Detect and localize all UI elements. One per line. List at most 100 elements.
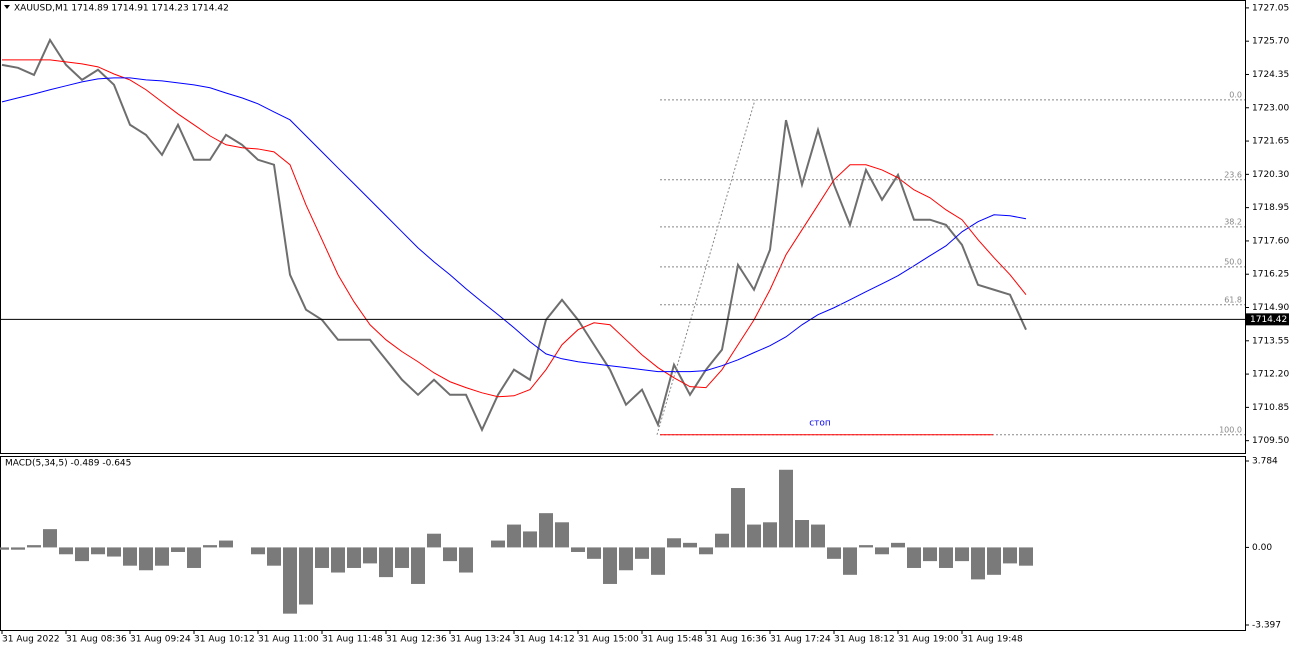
x-tick-label: 31 Aug 12:36	[386, 635, 447, 645]
x-tick-label: 31 Aug 09:24	[130, 635, 191, 645]
x-tick-label: 31 Aug 15:48	[642, 635, 703, 645]
macd-bar	[651, 547, 665, 575]
macd-bar	[731, 488, 745, 548]
x-tick-label: 31 Aug 19:00	[898, 635, 959, 645]
y-tick-label: 0.00	[1252, 543, 1272, 553]
macd-bar	[43, 529, 57, 548]
macd-bar	[171, 547, 185, 552]
series-line	[1, 77, 1027, 373]
macd-bar	[619, 547, 633, 571]
macd-bar	[459, 547, 473, 573]
macd-bar	[123, 547, 137, 566]
macd-bar	[59, 547, 73, 555]
fib-label: 38.2	[1224, 217, 1242, 226]
macd-bar	[699, 547, 713, 555]
macd-bar	[347, 547, 361, 568]
macd-bar	[971, 547, 985, 580]
macd-bar	[907, 547, 921, 568]
macd-bar	[939, 547, 953, 568]
fib-label: 100.0	[1219, 425, 1242, 434]
y-tick-label: 1714.90	[1252, 303, 1289, 313]
macd-bar	[283, 547, 297, 614]
x-tick-label: 31 Aug 19:48	[962, 635, 1023, 645]
y-tick-label: 1721.65	[1252, 137, 1289, 147]
macd-bar	[75, 547, 89, 562]
x-tick-label: 31 Aug 11:00	[258, 635, 319, 645]
macd-bar	[635, 547, 649, 559]
macd-bar	[859, 545, 873, 548]
macd-bar	[955, 547, 969, 562]
fib-label: 0.0	[1229, 90, 1242, 99]
menu-triangle	[4, 5, 10, 9]
macd-bar	[747, 524, 761, 548]
y-tick-label: 1723.00	[1252, 103, 1289, 113]
x-tick-label: 31 Aug 10:12	[194, 635, 255, 645]
macd-bar	[875, 547, 889, 555]
macd-bar	[443, 547, 457, 562]
x-tick-label: 31 Aug 08:36	[66, 635, 127, 645]
macd-bar	[315, 547, 329, 568]
macd-bar	[571, 547, 585, 552]
macd-bar	[251, 547, 265, 555]
macd-bar	[795, 520, 809, 548]
macd-bar	[331, 547, 345, 573]
y-tick-label: 3.784	[1252, 456, 1278, 466]
last-price-box	[1246, 313, 1289, 326]
macd-bar	[491, 540, 505, 548]
macd-bar	[411, 547, 425, 584]
macd-bar	[395, 547, 409, 568]
y-tick-label: 1709.50	[1252, 436, 1289, 446]
macd-bar	[427, 533, 441, 548]
macd-bar	[779, 469, 793, 548]
y-tick-label: 1716.25	[1252, 270, 1289, 280]
macd-bar	[0, 547, 9, 550]
fib-label: 23.6	[1224, 170, 1242, 179]
macd-bar	[1019, 547, 1033, 566]
chart-title: XAUUSD,M1 1714.89 1714.91 1714.23 1714.4…	[14, 4, 229, 14]
macd-bar	[539, 513, 553, 548]
series-line	[2, 59, 1027, 398]
macd-bar	[923, 547, 937, 562]
macd-bar	[811, 524, 825, 548]
main-panel	[0, 0, 1246, 454]
y-tick-label: 1720.30	[1252, 170, 1289, 180]
x-tick-label: 31 Aug 14:12	[514, 635, 575, 645]
macd-bar	[827, 547, 841, 559]
macd-bar	[1003, 547, 1017, 564]
macd-bar	[843, 547, 857, 575]
macd-bar	[987, 547, 1001, 575]
macd-bar	[267, 547, 281, 566]
macd-panel	[0, 456, 1246, 631]
series-line	[1, 37, 1027, 433]
x-tick-label: 31 Aug 2022	[2, 635, 60, 645]
macd-title: MACD(5,34,5) -0.489 -0.645	[5, 459, 131, 469]
macd-bar	[363, 547, 377, 564]
macd-bar	[715, 533, 729, 548]
macd-bar	[155, 547, 169, 566]
macd-bar	[667, 538, 681, 548]
y-tick-label: -3.397	[1252, 620, 1281, 630]
macd-bar	[891, 542, 905, 548]
y-tick-label: 1724.35	[1252, 70, 1289, 80]
macd-bar	[27, 545, 41, 548]
macd-bar	[507, 524, 521, 548]
y-tick-label: 1718.95	[1252, 203, 1289, 213]
fib-label: 61.8	[1224, 295, 1242, 304]
macd-bar	[91, 547, 105, 555]
macd-bar	[683, 542, 697, 548]
macd-bar	[139, 547, 153, 571]
macd-bar	[11, 547, 25, 550]
macd-bar	[379, 547, 393, 578]
x-tick-label: 31 Aug 16:36	[706, 635, 767, 645]
x-tick-label: 31 Aug 11:48	[322, 635, 383, 645]
x-tick-label: 31 Aug 13:24	[450, 635, 511, 645]
y-tick-label: 1712.20	[1252, 370, 1289, 380]
macd-bar	[523, 531, 537, 548]
y-tick-label: 1727.05	[1252, 3, 1289, 13]
macd-bar	[603, 547, 617, 584]
macd-bar	[187, 547, 201, 568]
x-tick-label: 31 Aug 15:00	[578, 635, 639, 645]
y-tick-label: 1713.55	[1252, 336, 1289, 346]
macd-bar	[107, 547, 121, 557]
